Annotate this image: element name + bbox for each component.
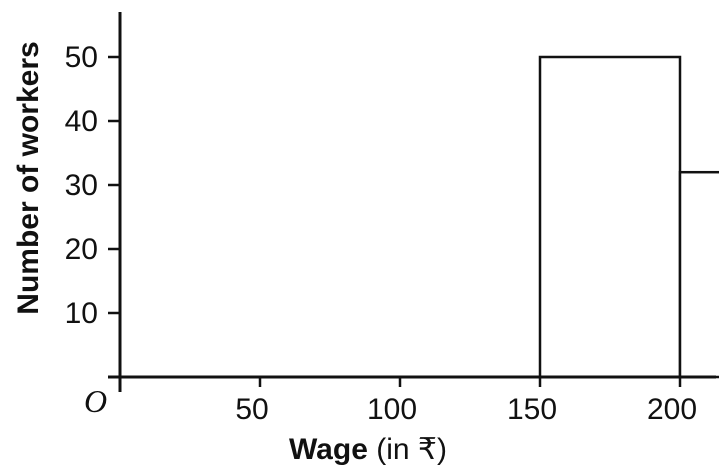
x-tick-label-50: 50 (235, 393, 268, 426)
x-axis-label-main: Wage (289, 433, 368, 466)
y-axis-label: Number of workers (12, 41, 45, 314)
histogram-bar-150-200 (538, 55, 682, 379)
y-tick-label-50: 50 (65, 41, 98, 74)
y-tick-label-30: 30 (65, 169, 98, 202)
x-tick-label-100: 100 (367, 393, 417, 426)
bars-layer (538, 55, 719, 379)
x-tick-label-150: 150 (507, 393, 557, 426)
x-axis-label: Wage (in ₹) (289, 433, 447, 466)
origin-label: O (84, 383, 107, 419)
histogram-bar-200-250 (678, 170, 719, 379)
x-axis-label-unit: (in ₹) (376, 433, 447, 466)
ticks-layer: 102030405050100150200250300350400 (65, 41, 697, 426)
y-tick-label-40: 40 (65, 105, 98, 138)
x-tick-label-200: 200 (647, 393, 697, 426)
y-tick-label-10: 10 (65, 297, 98, 330)
y-tick-label-20: 20 (65, 233, 98, 266)
